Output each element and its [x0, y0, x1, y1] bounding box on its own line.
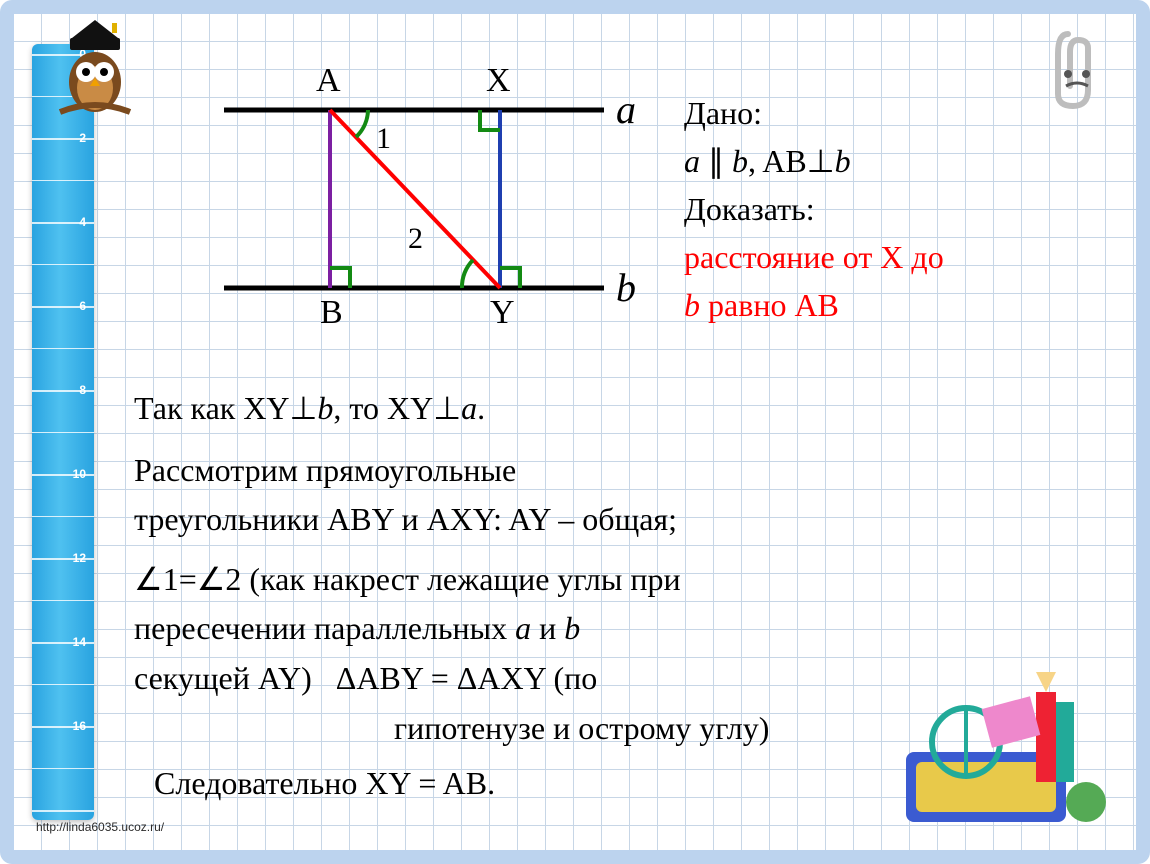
label-line-b: b — [616, 264, 636, 311]
proof-p8: Следовательно XY = AB. — [134, 759, 1046, 809]
diagram-svg — [154, 44, 634, 344]
proof-p1: Так как XY⊥b, то XY⊥a. — [134, 384, 1046, 434]
given-parallel: ∥ — [700, 143, 732, 179]
source-url: http://linda6035.ucoz.ru/ — [36, 820, 164, 834]
p1-perp1: ⊥ — [290, 390, 318, 426]
p5-and: и — [531, 610, 564, 646]
proof-p7: гипотенузе и острому углу) — [134, 704, 1046, 754]
given-comma: , AB — [748, 143, 807, 179]
p5-prefix: пересечении параллельных — [134, 610, 515, 646]
p6-rest: ΔABY = ΔAXY (по — [336, 660, 598, 696]
p3-prefix: треугольники ABY и AXY: — [134, 501, 508, 537]
label-angle1: 1 — [376, 122, 391, 156]
proof-p3: треугольники ABY и AXY: AY – общая; — [134, 495, 1046, 545]
prove-rest: равно AB — [700, 287, 839, 323]
p5-a: a — [515, 610, 531, 646]
proof-block: Так как XY⊥b, то XY⊥a. Рассмотрим прямоу… — [134, 384, 1046, 809]
ruler-decor: // inline generation kept tiny (decorati… — [32, 44, 94, 820]
p1-perp2: ⊥ — [433, 390, 461, 426]
p1-mid: , то XY — [333, 390, 433, 426]
p6-prefix: секущей AY) — [134, 660, 312, 696]
p5-b: b — [564, 610, 580, 646]
p1-end-a: a — [461, 390, 477, 426]
p6-pad — [312, 660, 336, 696]
proof-p4: ∠1=∠2 (как накрест лежащие углы при — [134, 555, 1046, 605]
given-perp: ⊥ — [807, 143, 835, 179]
prove-line1: расстояние от X до — [684, 233, 1104, 281]
label-Y: Y — [490, 294, 515, 332]
given-end-b: b — [835, 143, 851, 179]
prove-b: b — [684, 287, 700, 323]
prove-line2: b равно AB — [684, 281, 1104, 329]
proof-p5: пересечении параллельных a и b — [134, 604, 1046, 654]
proof-p2: Рассмотрим прямоугольные — [134, 446, 1046, 496]
p1-prefix: Так как XY — [134, 390, 290, 426]
label-X: X — [486, 62, 511, 100]
given-title: Дано: — [684, 89, 1104, 137]
label-B: B — [320, 294, 343, 332]
geometry-diagram: A X B Y a b 1 2 — [154, 44, 634, 344]
p3-rest: AY – общая; — [508, 501, 677, 537]
proof-p6: секущей AY) ΔABY = ΔAXY (по — [134, 654, 1046, 704]
slide-frame: // inline generation kept tiny (decorati… — [0, 0, 1150, 864]
label-A: A — [316, 62, 341, 100]
p1-mid-b: b — [317, 390, 333, 426]
given-line1: a ∥ b, AB⊥b — [684, 137, 1104, 185]
given-a: a — [684, 143, 700, 179]
p1-end: . — [477, 390, 485, 426]
content-area: A X B Y a b 1 2 Дано: a ∥ b, AB⊥b Доказа… — [124, 44, 1106, 820]
prove-title: Доказать: — [684, 185, 1104, 233]
p7-text: гипотенузе и острому углу) — [394, 710, 769, 746]
label-angle2: 2 — [408, 222, 423, 256]
given-b: b — [732, 143, 748, 179]
label-line-a: a — [616, 86, 636, 133]
given-block: Дано: a ∥ b, AB⊥b Доказать: расстояние о… — [684, 89, 1104, 329]
